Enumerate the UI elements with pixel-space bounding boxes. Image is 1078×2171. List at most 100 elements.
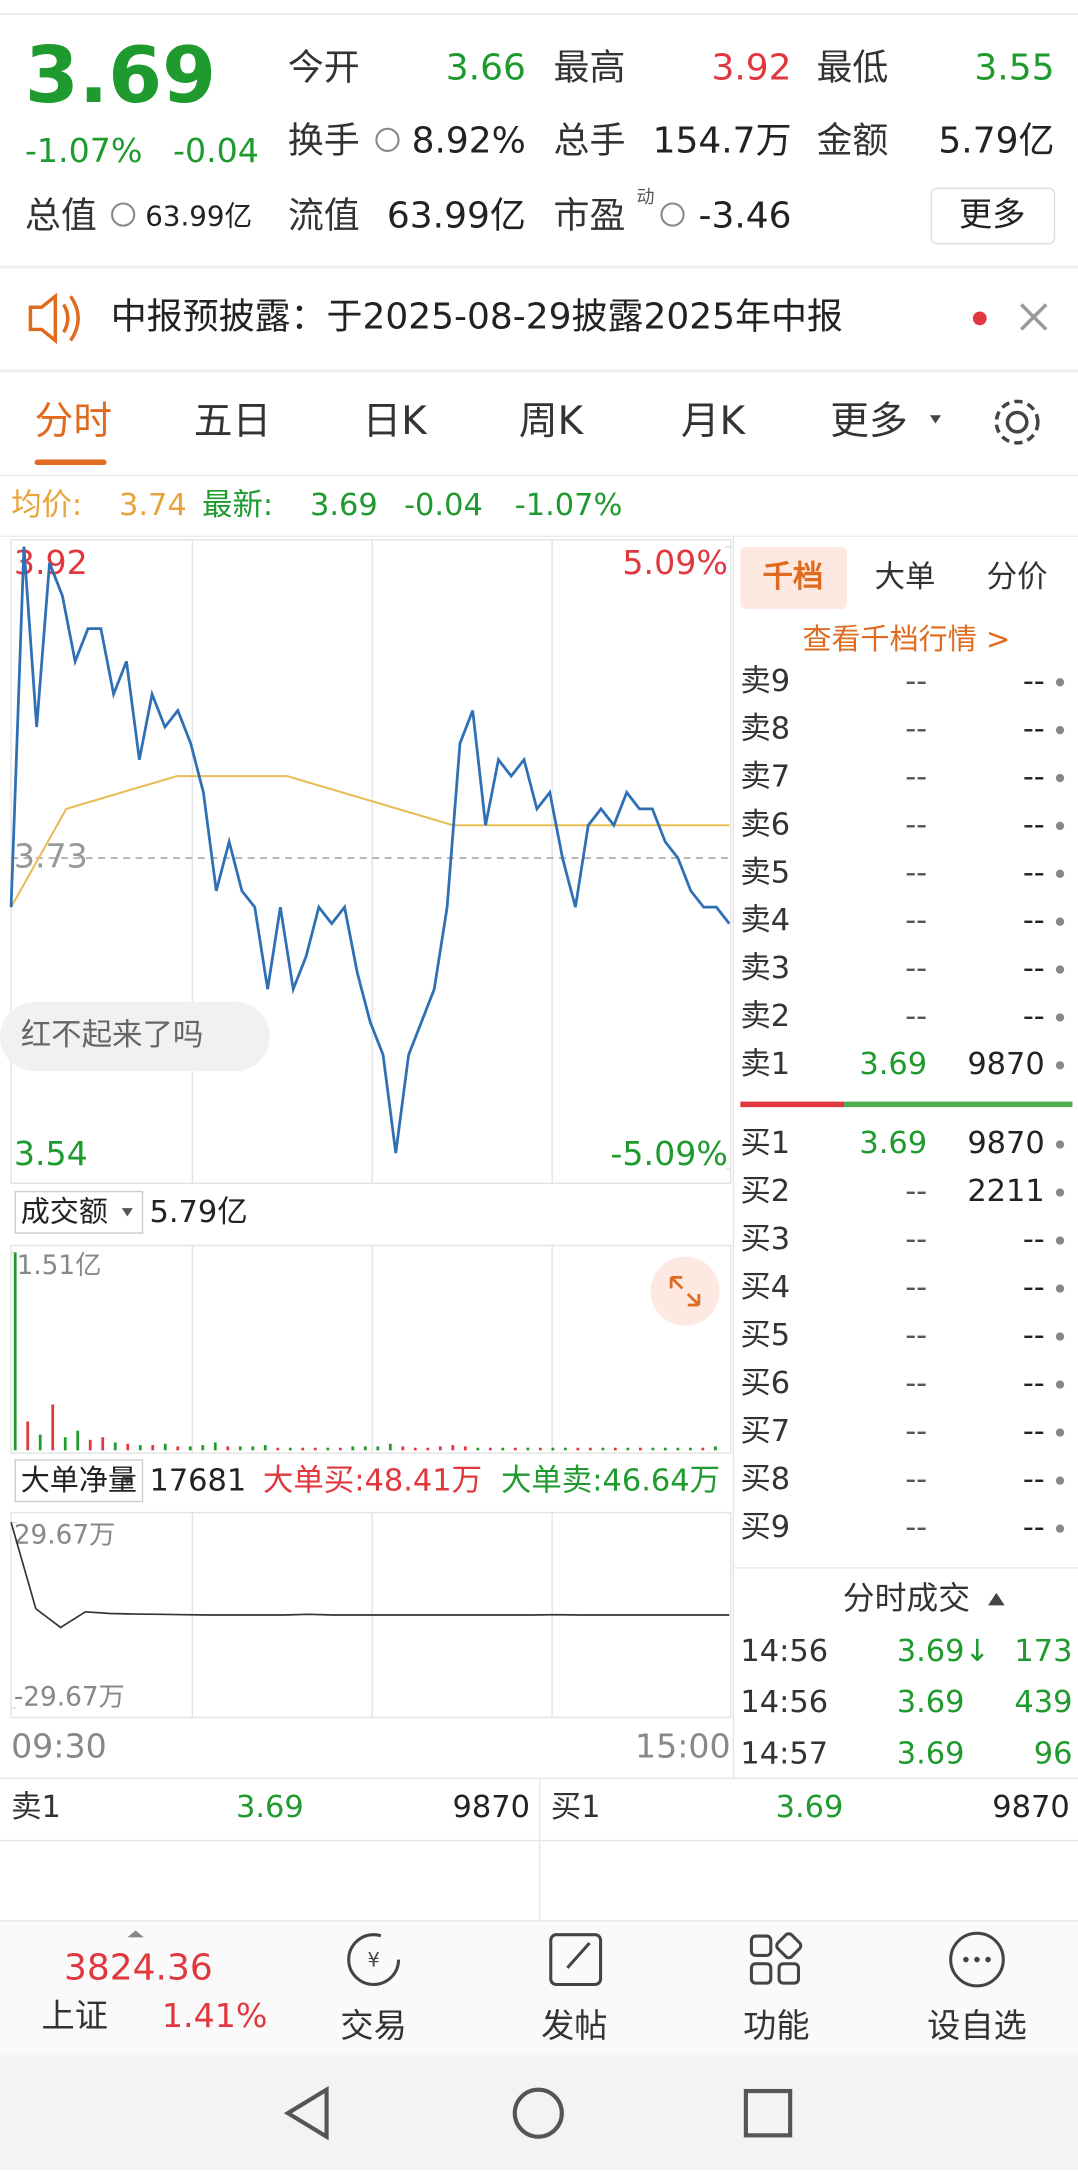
field-label: 总手 — [554, 121, 626, 162]
comment-bubble[interactable] — [0, 1001, 270, 1072]
nav-item[interactable]: 设自选 — [927, 2006, 1027, 2045]
y-tick-label: 3.54 — [14, 1134, 88, 1173]
close-button[interactable] — [1020, 303, 1048, 331]
trades-title[interactable]: 分时成交 — [843, 1579, 970, 1617]
volume-bar — [201, 1445, 205, 1451]
book-volume: -- — [1023, 807, 1045, 842]
volume-bar — [626, 1447, 630, 1451]
tab[interactable]: 月K — [681, 399, 747, 444]
summary-text: 均价: — [11, 488, 82, 523]
more-button[interactable] — [930, 187, 1056, 245]
tab[interactable]: 周K — [519, 399, 585, 444]
nav-item[interactable]: 功能 — [743, 2006, 809, 2045]
book-price: -- — [905, 1222, 927, 1257]
selector-box[interactable] — [14, 1190, 144, 1234]
book-volume: -- — [1023, 999, 1045, 1034]
row-dot — [1055, 917, 1065, 926]
book-link[interactable]: 查看千档行情 > — [802, 622, 1010, 656]
volume-bar — [101, 1437, 105, 1451]
book-price: 3.69 — [859, 1047, 927, 1082]
book-volume: -- — [1023, 1270, 1045, 1305]
book-label: 买7 — [740, 1414, 790, 1449]
system-nav-buttons[interactable] — [283, 2085, 793, 2141]
row-dot — [1055, 678, 1065, 687]
field-value: 5.79亿 — [938, 121, 1054, 162]
notice-text[interactable]: 中报预披露：于2025-08-29披露2025年中报 — [111, 296, 843, 337]
settings-icon[interactable] — [994, 399, 1040, 445]
book-tab[interactable]: 千档 — [762, 560, 823, 595]
y2-tick-label: 5.09% — [622, 543, 727, 582]
volume-bar — [26, 1421, 30, 1451]
more-label[interactable]: 更多 — [959, 194, 1025, 233]
book-label: 卖2 — [740, 999, 790, 1034]
tab[interactable]: 日K — [363, 399, 429, 444]
volume-bar — [551, 1447, 555, 1451]
book-price: -- — [905, 1366, 927, 1401]
selector-box[interactable] — [14, 1459, 144, 1503]
book-tab[interactable]: 大单 — [875, 560, 936, 595]
tab[interactable]: 分时 — [35, 399, 112, 444]
best-price: 3.69 — [776, 1790, 844, 1825]
book-volume: -- — [1023, 1462, 1045, 1497]
index-name: 上证 — [42, 1996, 108, 2035]
comment-text[interactable]: 红不起来了吗 — [21, 1018, 204, 1053]
book-price: 3.69 — [859, 1126, 927, 1161]
book-label: 买9 — [740, 1510, 790, 1545]
volume-bar — [251, 1446, 255, 1451]
book-price: -- — [905, 1462, 927, 1497]
book-label: 卖6 — [740, 807, 790, 842]
volume-bar — [688, 1447, 692, 1451]
book-volume: -- — [1023, 664, 1045, 699]
tab[interactable]: 更多 — [830, 399, 907, 444]
volume-bar — [113, 1442, 117, 1451]
book-price: -- — [905, 1270, 927, 1305]
nav-item[interactable]: 交易 — [340, 2006, 406, 2045]
volume-bar — [451, 1445, 455, 1451]
field-label: 今开 — [288, 47, 360, 88]
book-volume: -- — [1023, 1366, 1045, 1401]
expand-button[interactable] — [650, 1256, 720, 1326]
x-label: 09:30 — [11, 1726, 107, 1765]
volume-bar — [151, 1445, 155, 1451]
volume-bar — [326, 1447, 330, 1451]
info-icon — [375, 127, 400, 152]
volume-bar — [351, 1446, 355, 1451]
dropdown-arrow — [121, 1208, 133, 1217]
info-icon — [111, 202, 136, 227]
row-dot — [1055, 726, 1065, 735]
panel-value: 大单买:48.41万 — [263, 1464, 482, 1499]
best-volume: 9870 — [992, 1790, 1069, 1825]
volume-bar — [501, 1447, 505, 1451]
book-price: -- — [905, 855, 927, 890]
volume-bar — [276, 1447, 280, 1451]
index-value[interactable]: 3824.36 — [64, 1947, 213, 1988]
panel-label[interactable]: 成交额 — [21, 1195, 108, 1229]
field-label: 最高 — [554, 47, 626, 88]
chart-frame — [10, 537, 735, 1779]
nav-item[interactable]: 发帖 — [541, 2006, 607, 2045]
tab[interactable]: 五日 — [194, 399, 271, 444]
volume-bar — [563, 1447, 567, 1451]
trade-price: 3.69↓ — [897, 1634, 990, 1669]
trade-price: 3.69 — [897, 1685, 965, 1720]
system-nav — [0, 2055, 1078, 2170]
panel-label[interactable]: 大单净量 — [21, 1463, 137, 1497]
best-label: 买1 — [551, 1790, 601, 1825]
index-change: 1.41% — [162, 1996, 267, 2035]
book-volume: -- — [1023, 1510, 1045, 1545]
y-tick-label: 3.73 — [14, 837, 88, 876]
book-label: 买1 — [740, 1126, 790, 1161]
trade-volume: 173 — [1014, 1634, 1072, 1669]
book-label: 买4 — [740, 1270, 790, 1305]
book-tab[interactable]: 分价 — [987, 560, 1048, 595]
summary-text: 最新: — [202, 488, 273, 523]
volume-bar — [588, 1447, 592, 1451]
volume-bar — [426, 1447, 430, 1451]
row-dot — [1055, 869, 1065, 878]
book-volume: -- — [1023, 760, 1045, 795]
change-pct: -1.07% — [25, 131, 142, 170]
row-dot — [1055, 1524, 1065, 1533]
volume-bar — [126, 1443, 130, 1451]
volume-bar — [176, 1446, 180, 1451]
